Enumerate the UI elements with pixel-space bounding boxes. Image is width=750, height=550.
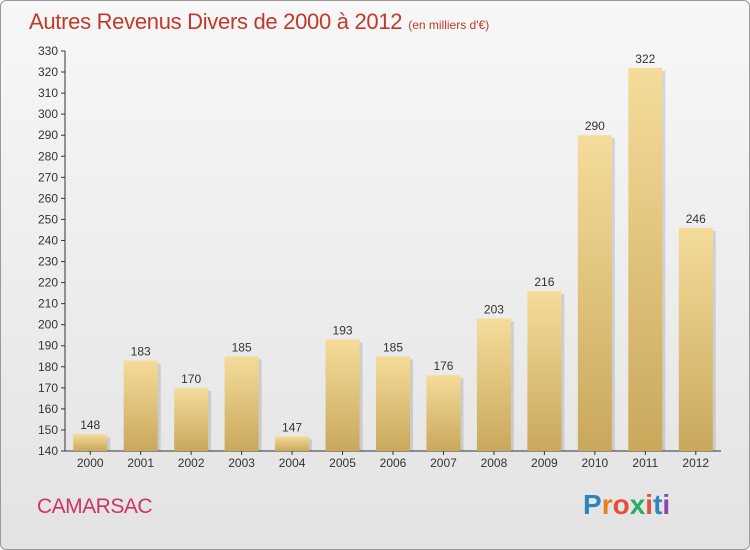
x-tick-label: 2003: [228, 456, 255, 470]
x-tick-label: 2004: [279, 456, 306, 470]
data-label-2012: 246: [686, 212, 706, 226]
x-tick-label: 2009: [531, 456, 558, 470]
y-tick-label: 220: [38, 276, 58, 290]
y-tick-label: 150: [38, 423, 58, 437]
chart-title: Autres Revenus Divers de 2000 à 2012 (en …: [29, 9, 489, 35]
data-label-2000: 148: [80, 418, 100, 432]
data-label-2011: 322: [635, 52, 655, 66]
logo-letter: t: [653, 489, 663, 520]
data-label-2008: 203: [484, 302, 504, 316]
data-label-2006: 185: [383, 340, 403, 354]
data-label-2004: 147: [282, 420, 302, 434]
y-tick-label: 260: [38, 191, 58, 205]
bar-2010: [577, 135, 612, 452]
bar-2012: [678, 227, 713, 451]
logo-letter: r: [601, 489, 613, 520]
y-tick-label: 190: [38, 339, 58, 353]
y-tick-label: 140: [38, 444, 58, 458]
bar-2008: [476, 318, 511, 451]
logo-letter: x: [629, 489, 646, 520]
bar-2005: [325, 339, 360, 451]
bar-2009: [527, 291, 562, 451]
bar-2007: [426, 375, 461, 451]
data-label-2003: 185: [232, 340, 252, 354]
x-tick-label: 2011: [632, 456, 658, 470]
x-tick-label: 2008: [481, 456, 508, 470]
y-tick-label: 240: [38, 233, 58, 247]
bar-2001: [123, 360, 158, 451]
y-tick-label: 280: [38, 149, 58, 163]
y-tick-label: 170: [38, 381, 58, 395]
y-tick-label: 250: [38, 212, 58, 226]
y-tick-label: 330: [38, 44, 58, 58]
y-tick-label: 270: [38, 170, 58, 184]
x-tick-label: 2012: [682, 456, 709, 470]
y-tick-label: 310: [38, 86, 58, 100]
y-tick-label: 300: [38, 107, 58, 121]
y-tick-label: 320: [38, 65, 58, 79]
y-tick-label: 180: [38, 360, 58, 374]
y-tick-label: 210: [38, 297, 58, 311]
data-label-2009: 216: [534, 275, 554, 289]
bar-2006: [376, 356, 410, 451]
bar-2003: [224, 356, 259, 451]
logo-letter: i: [645, 489, 654, 520]
chart-title-main: Autres Revenus Divers de 2000 à 2012: [29, 9, 403, 34]
x-tick-label: 2000: [77, 456, 104, 470]
x-tick-label: 2007: [430, 456, 457, 470]
data-label-2007: 176: [433, 359, 453, 373]
x-tick-label: 2001: [127, 456, 154, 470]
bar-2004: [275, 436, 310, 451]
proxiti-logo[interactable]: Proxiti: [583, 489, 670, 521]
bars: 148 183 170 185 147 193 185 176 203 216 290 322 246: [73, 52, 716, 452]
chart-title-unit: (en milliers d'€): [408, 18, 490, 32]
x-tick-label: 2005: [329, 456, 356, 470]
x-tick-label: 2006: [380, 456, 407, 470]
logo-letter: P: [583, 489, 602, 520]
bar-2011: [628, 67, 663, 451]
data-label-2002: 170: [181, 372, 201, 386]
bar-2002: [174, 387, 209, 451]
data-label-2010: 290: [585, 119, 605, 133]
data-label-2005: 193: [333, 323, 353, 337]
x-tick-label: 2010: [581, 456, 608, 470]
data-label-2001: 183: [131, 344, 151, 358]
x-axis: 2000 2001 2002 2003 2004 2005 2006 2007 2008 2009…: [65, 450, 721, 470]
commune-name: CAMARSAC: [37, 495, 153, 518]
x-tick-label: 2002: [178, 456, 205, 470]
y-tick-label: 230: [38, 255, 58, 269]
logo-letter: i: [662, 489, 671, 520]
bar-2000: [73, 434, 108, 451]
y-tick-label: 160: [38, 402, 58, 416]
logo-letter: o: [612, 489, 630, 520]
y-axis: 140 150 160 170 180 190 200 210 220 230 240 250 260 2…: [38, 44, 66, 458]
y-tick-label: 200: [38, 318, 58, 332]
y-tick-label: 290: [38, 128, 58, 142]
